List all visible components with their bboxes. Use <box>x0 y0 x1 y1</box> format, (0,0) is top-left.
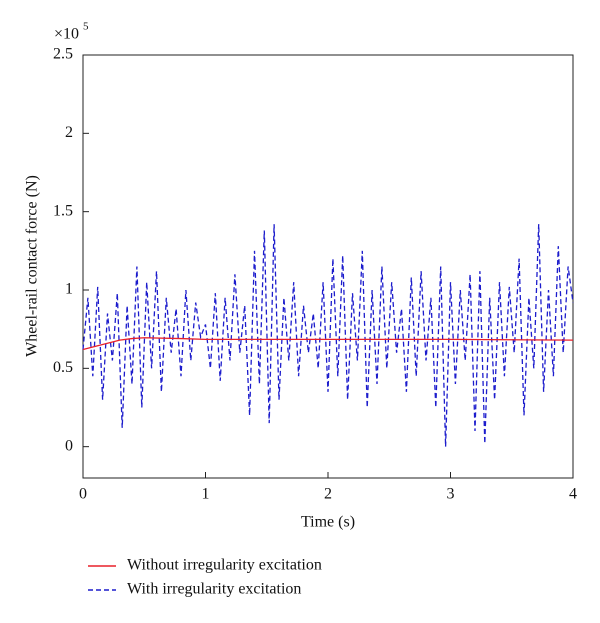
y-multiplier-exponent: 5 <box>83 21 89 33</box>
y-tick-label: 2.5 <box>53 46 73 63</box>
series-line <box>82 224 574 447</box>
x-tick-label: 4 <box>569 486 577 503</box>
y-tick-label: 1.5 <box>53 202 73 219</box>
legend-label: Without irregularity excitation <box>127 557 322 574</box>
y-tick-label: 0 <box>65 437 73 454</box>
legend-label: With irregularity excitation <box>127 581 301 598</box>
series-line <box>82 337 574 351</box>
y-tick-label: 0.5 <box>53 359 73 376</box>
y-multiplier: ×10 <box>54 26 79 43</box>
x-axis-label: Time (s) <box>301 514 355 531</box>
plot-frame <box>82 54 574 479</box>
y-axis-label: Wheel-rail contact force (N) <box>24 175 41 357</box>
y-tick-label: 2 <box>65 124 73 141</box>
x-tick-label: 3 <box>447 486 455 503</box>
y-tick-label: 1 <box>65 281 73 298</box>
x-tick-label: 2 <box>324 486 332 503</box>
x-tick-label: 0 <box>79 486 87 503</box>
x-tick-label: 1 <box>202 486 210 503</box>
